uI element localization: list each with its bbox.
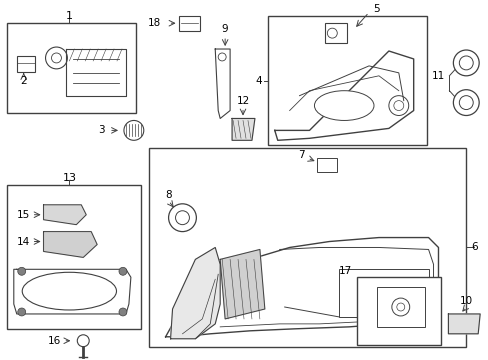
Bar (356, 277, 441, 345)
Bar (7, 185, 141, 329)
Bar (325, 23, 346, 43)
Polygon shape (447, 314, 479, 334)
Polygon shape (170, 247, 220, 339)
Text: 1: 1 (66, 11, 73, 21)
Circle shape (18, 267, 26, 275)
Polygon shape (14, 269, 131, 314)
Ellipse shape (22, 272, 116, 310)
Text: 14: 14 (17, 237, 30, 247)
Text: 15: 15 (17, 210, 30, 220)
Circle shape (218, 53, 225, 61)
Text: 12: 12 (236, 96, 249, 105)
Bar (339, 269, 427, 317)
Bar (267, 16, 426, 145)
Bar (7, 23, 136, 113)
Circle shape (51, 53, 61, 63)
Polygon shape (66, 49, 126, 96)
Polygon shape (165, 238, 438, 337)
Circle shape (45, 283, 61, 299)
Circle shape (458, 96, 472, 109)
Text: 9: 9 (222, 24, 228, 34)
Text: 2: 2 (20, 76, 27, 86)
Text: 3: 3 (98, 125, 104, 135)
Text: 17: 17 (338, 266, 351, 276)
Circle shape (45, 47, 67, 69)
Text: 5: 5 (373, 4, 380, 14)
Circle shape (119, 308, 127, 316)
Bar (317, 158, 337, 172)
Circle shape (396, 303, 404, 311)
Text: 4: 4 (255, 76, 262, 86)
Polygon shape (274, 51, 413, 140)
Circle shape (458, 56, 472, 70)
Text: 8: 8 (165, 190, 172, 200)
Circle shape (391, 298, 409, 316)
Circle shape (326, 28, 337, 38)
Ellipse shape (314, 91, 373, 121)
Bar (148, 148, 466, 347)
Circle shape (168, 204, 196, 231)
Circle shape (393, 100, 403, 111)
Polygon shape (220, 249, 264, 319)
Polygon shape (232, 118, 254, 140)
Text: 10: 10 (459, 296, 472, 306)
Text: 16: 16 (48, 336, 61, 346)
Circle shape (175, 211, 189, 225)
Bar (17, 56, 35, 72)
Circle shape (119, 267, 127, 275)
Circle shape (18, 308, 26, 316)
Circle shape (77, 335, 89, 347)
Text: 6: 6 (470, 243, 477, 252)
Circle shape (77, 283, 93, 299)
Polygon shape (215, 49, 230, 118)
Text: 13: 13 (62, 173, 76, 183)
Circle shape (123, 121, 143, 140)
Text: 18: 18 (148, 18, 161, 28)
Polygon shape (43, 205, 86, 225)
Circle shape (452, 90, 478, 116)
Circle shape (452, 50, 478, 76)
Circle shape (388, 96, 408, 116)
Bar (376, 287, 424, 327)
Polygon shape (43, 231, 97, 257)
Bar (178, 16, 200, 31)
Text: 11: 11 (431, 71, 444, 81)
Text: 7: 7 (297, 150, 304, 160)
